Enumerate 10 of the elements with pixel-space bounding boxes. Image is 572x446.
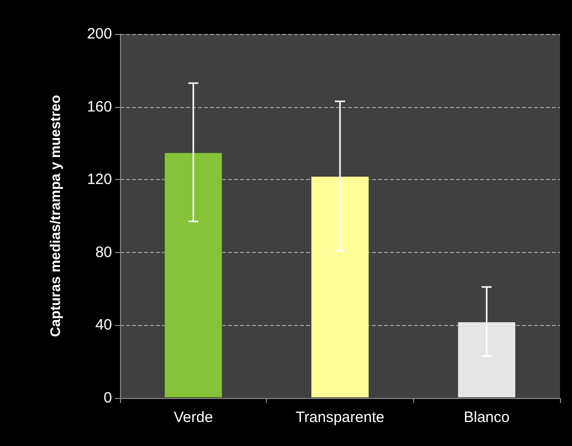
y-tick-label: 120 bbox=[86, 171, 112, 188]
y-tick-label: 80 bbox=[95, 244, 112, 261]
y-axis-title: Capturas medias/trampa y muestreo bbox=[47, 95, 63, 337]
y-tick-label: 160 bbox=[86, 98, 112, 116]
x-tick-label: Verde bbox=[174, 409, 213, 426]
y-tick-label: 0 bbox=[104, 390, 112, 406]
x-tick-label: Transparente bbox=[296, 409, 384, 426]
x-tick-label: Blanco bbox=[464, 409, 510, 426]
y-tick-label: 200 bbox=[86, 26, 112, 42]
y-tick-label: 40 bbox=[95, 316, 112, 334]
